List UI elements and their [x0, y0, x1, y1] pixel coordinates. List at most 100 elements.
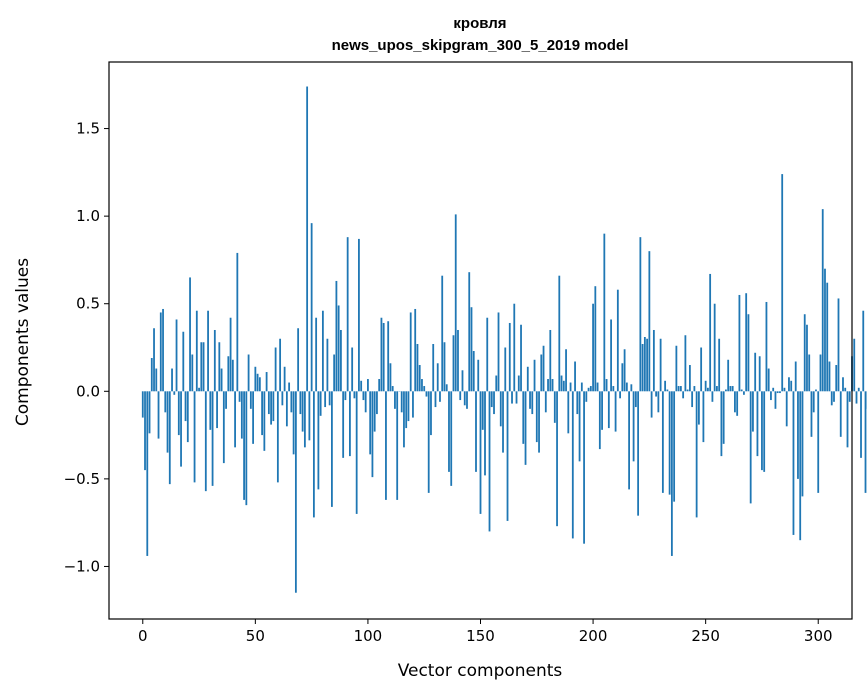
bar: [466, 391, 468, 409]
bar: [481, 391, 484, 430]
bar: [551, 379, 554, 392]
bar: [630, 384, 633, 392]
bar: [403, 391, 405, 448]
bar: [549, 329, 552, 392]
bar: [279, 338, 282, 392]
bar: [267, 391, 270, 415]
bar: [718, 338, 721, 392]
bar: [276, 391, 279, 483]
bar: [488, 391, 491, 532]
bar: [819, 354, 822, 392]
bar: [364, 391, 367, 413]
bar: [763, 391, 766, 472]
bar: [407, 391, 410, 422]
x-tick-label: 0: [138, 627, 148, 645]
bar: [168, 391, 171, 485]
bar: [727, 359, 730, 392]
bar: [797, 391, 799, 479]
bar: [333, 354, 336, 392]
bar: [659, 338, 662, 392]
bar: [247, 354, 250, 392]
bar: [826, 282, 829, 392]
bar: [625, 382, 628, 392]
bar: [806, 324, 808, 392]
bar: [493, 391, 495, 415]
bar: [540, 354, 543, 392]
bar: [576, 391, 579, 415]
bar: [553, 391, 556, 423]
bar: [688, 365, 691, 392]
bar: [596, 382, 599, 392]
bar: [792, 391, 795, 535]
bar: [396, 391, 399, 500]
x-tick-label: 50: [246, 627, 265, 645]
bar: [297, 328, 300, 392]
bar: [445, 384, 448, 392]
bar: [234, 391, 236, 448]
x-tick-label: 200: [579, 627, 608, 645]
bar: [148, 391, 151, 434]
bar: [765, 301, 768, 392]
bar: [857, 387, 860, 392]
bar: [767, 368, 770, 392]
bar: [628, 391, 630, 490]
bar: [779, 391, 781, 394]
bar: [385, 391, 387, 500]
bar: [670, 391, 673, 556]
chart-subtitle: news_upos_skipgram_300_5_2019 model: [332, 37, 629, 54]
bar: [711, 391, 714, 402]
bar: [533, 359, 536, 392]
bar: [497, 312, 500, 392]
bar: [756, 391, 759, 457]
bar: [317, 391, 320, 490]
bar: [783, 387, 786, 392]
bar: [499, 391, 502, 427]
bar: [774, 391, 777, 409]
bar: [153, 328, 155, 392]
bar: [150, 358, 153, 392]
bar: [290, 391, 293, 413]
y-tick-label: −1.0: [64, 557, 100, 575]
bar: [520, 324, 522, 392]
bar: [349, 391, 351, 457]
bar: [535, 391, 538, 443]
bar: [254, 366, 257, 392]
bar: [801, 391, 804, 497]
bar: [508, 322, 511, 392]
bar: [844, 387, 847, 392]
bar: [731, 386, 734, 392]
bar: [258, 377, 261, 392]
bar: [376, 391, 378, 415]
y-tick-label: 0.0: [76, 382, 100, 400]
bar: [423, 386, 426, 392]
bar: [738, 294, 741, 392]
bar: [758, 356, 761, 392]
bar: [740, 389, 743, 392]
bar: [391, 386, 394, 392]
bar: [544, 391, 547, 413]
bar: [707, 387, 709, 392]
bar: [472, 351, 475, 392]
bar: [342, 391, 345, 458]
bar: [587, 387, 590, 392]
bar: [285, 391, 288, 427]
bar: [315, 317, 318, 392]
bar: [252, 391, 254, 444]
bar: [646, 338, 649, 392]
bar: [567, 391, 570, 434]
bar: [698, 391, 700, 425]
bar: [812, 391, 815, 413]
bar: [716, 386, 718, 392]
bar: [371, 391, 374, 478]
bar: [155, 368, 158, 392]
bar: [864, 391, 867, 493]
bar: [565, 349, 567, 392]
bar: [283, 366, 286, 392]
bar: [810, 391, 813, 437]
bar: [529, 391, 531, 409]
bar: [605, 379, 608, 392]
y-tick-label: 1.0: [76, 207, 100, 225]
bar: [227, 356, 230, 392]
y-tick-label: 1.5: [76, 120, 100, 138]
bar: [842, 377, 844, 392]
